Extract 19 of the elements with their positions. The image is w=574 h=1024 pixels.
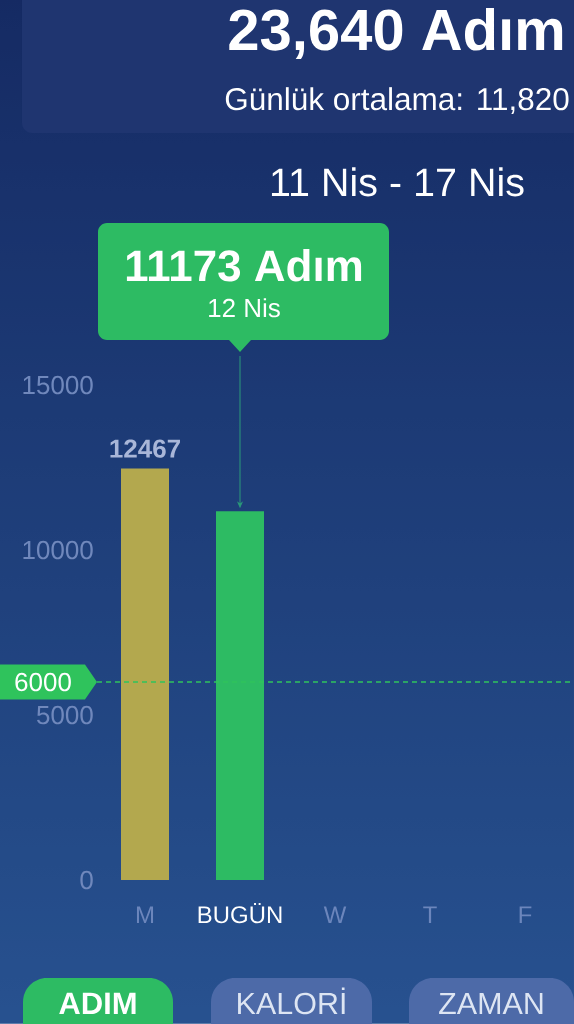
y-tick-label: 10000: [23, 540, 93, 560]
x-tick-label: BUGÜN: [198, 902, 282, 924]
y-tick-label: 15000: [23, 375, 93, 395]
ref-line-label: 6000: [15, 672, 71, 692]
text: ADIM: [59, 992, 136, 1014]
x-tick-label: W: [323, 906, 347, 923]
text: 11 Nis - 17 Nis: [271, 167, 524, 197]
data-label: 12467: [110, 439, 180, 458]
text: 12 Nis: [209, 298, 280, 318]
text: ZAMAN: [439, 993, 543, 1014]
chart-title: 23,640 Adım: [229, 7, 563, 59]
x-tick-label: F: [519, 906, 532, 923]
x-tick-label: T: [423, 906, 437, 923]
text: KALORİ: [238, 987, 345, 1015]
chart-subtitle: Günlük ortalama: 11,820: [225, 87, 569, 115]
text: 11173 Adım: [126, 249, 362, 282]
y-tick-label: 5000: [36, 705, 93, 725]
x-tick-label: M: [136, 906, 154, 923]
y-tick-label: 0: [80, 870, 93, 890]
